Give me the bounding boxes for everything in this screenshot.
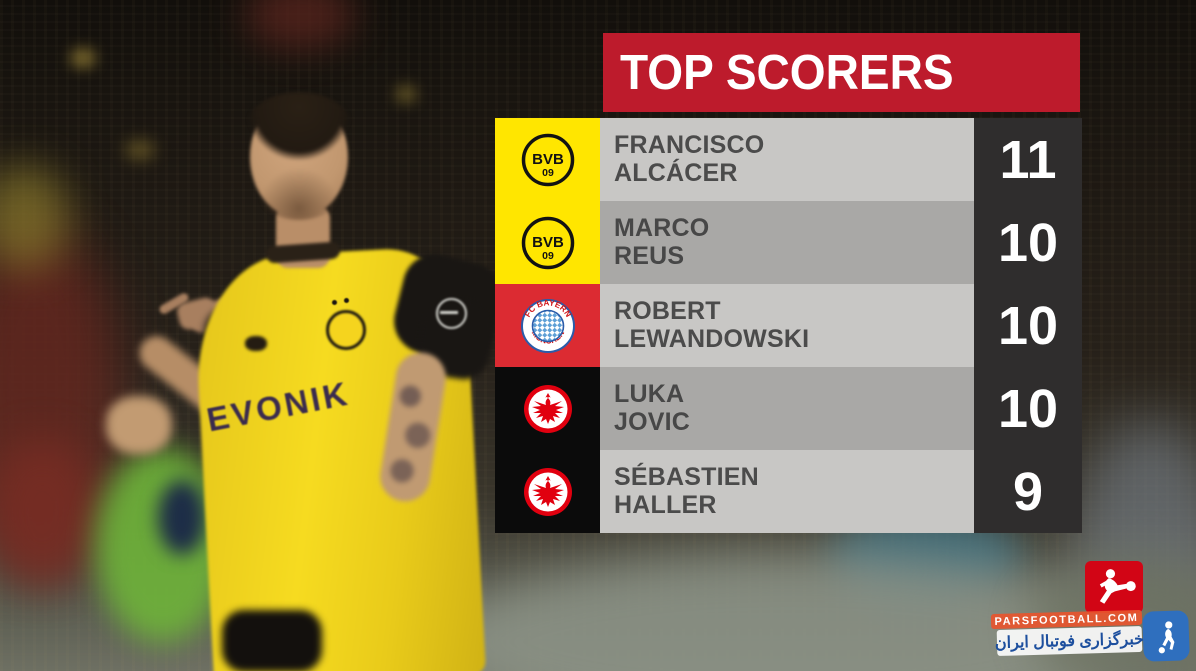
svg-text:BVB: BVB	[532, 234, 564, 251]
persian-agency-text: خبرگزاری فوتبال ایران	[994, 630, 1145, 653]
bokeh-light	[70, 48, 96, 68]
table-row: SÉBASTIEN HALLER 9	[495, 450, 1082, 533]
eintracht-badge-icon	[495, 450, 600, 533]
crowd-yellow-blur	[0, 165, 70, 270]
goals-count: 10	[974, 201, 1082, 284]
panel-title-bar: TOP SCORERS	[603, 33, 1080, 112]
crest-star-icon	[344, 298, 349, 303]
bvb-badge-icon: BVB 09	[495, 118, 600, 201]
bokeh-light	[125, 140, 155, 160]
table-row: FC BAYERN MÜNCHEN ROBERT LEWANDOWSKI 10	[495, 284, 1082, 367]
svg-text:09: 09	[542, 250, 554, 262]
goals-count: 11	[974, 118, 1082, 201]
panel-title: TOP SCORERS	[620, 45, 954, 100]
bundesliga-logo-icon	[1085, 561, 1143, 613]
table-row: LUKA JOVIC 10	[495, 367, 1082, 450]
eintracht-badge-icon	[495, 367, 600, 450]
bokeh-light	[395, 85, 417, 103]
opel-sleeve-patch-icon	[436, 298, 467, 329]
goals-count: 10	[974, 284, 1082, 367]
player-name: LUKA JOVIC	[600, 367, 974, 450]
player-name: FRANCISCO ALCÁCER	[600, 118, 974, 201]
crest-star-icon	[332, 300, 337, 305]
steward-head-blur	[158, 480, 206, 555]
scorers-table: BVB 09 FRANCISCO ALCÁCER 11 BVB 09	[495, 118, 1082, 533]
persian-agency-band: خبرگزاری فوتبال ایران	[994, 625, 1145, 657]
puma-logo-icon	[245, 336, 267, 351]
bayern-badge-icon: FC BAYERN MÜNCHEN	[495, 284, 600, 367]
parsfootball-app-icon	[1142, 610, 1190, 662]
bvb-chest-crest-icon	[326, 310, 366, 350]
goals-count: 9	[974, 450, 1082, 533]
svg-text:09: 09	[542, 167, 554, 179]
player-head	[247, 92, 351, 221]
player-name: ROBERT LEWANDOWSKI	[600, 284, 974, 367]
player-fist	[106, 396, 172, 454]
table-row: BVB 09 FRANCISCO ALCÁCER 11	[495, 118, 1082, 201]
player-shorts	[222, 610, 322, 671]
player-name: MARCO REUS	[600, 201, 974, 284]
player-name: SÉBASTIEN HALLER	[600, 450, 974, 533]
bvb-badge-icon: BVB 09	[495, 201, 600, 284]
pitchside-red-blur	[0, 438, 100, 588]
table-row: BVB 09 MARCO REUS 10	[495, 201, 1082, 284]
svg-text:BVB: BVB	[532, 151, 564, 168]
site-url: PARSFOOTBALL.COM	[994, 611, 1139, 628]
goals-count: 10	[974, 367, 1082, 450]
